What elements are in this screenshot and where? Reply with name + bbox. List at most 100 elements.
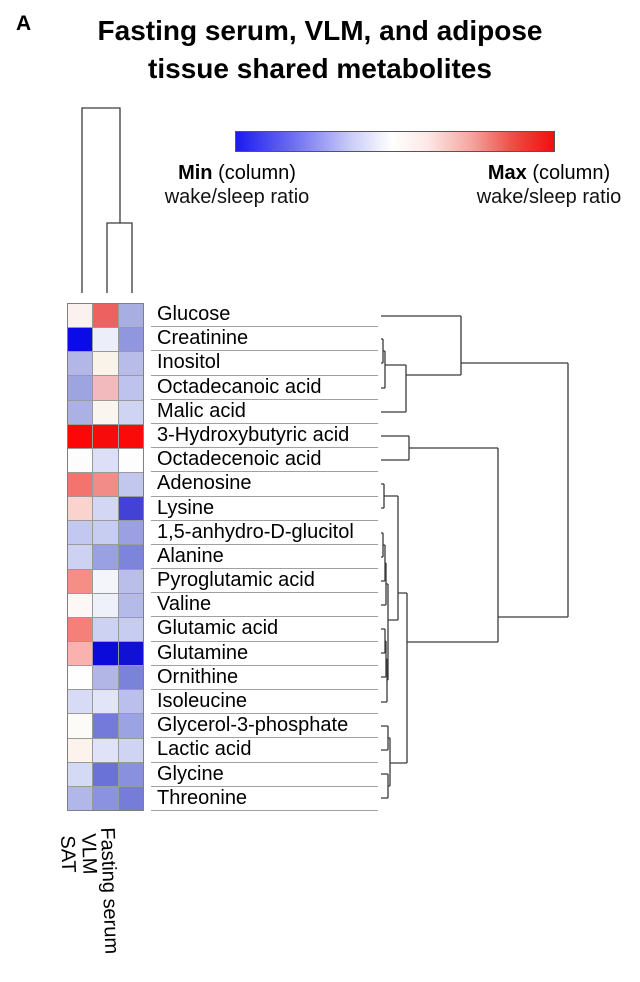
- heatmap-cell: [93, 472, 118, 497]
- heatmap-cell: [118, 352, 143, 376]
- heatmap-cell: [118, 714, 143, 738]
- heatmap-cell: [93, 714, 118, 738]
- heatmap-cell: [93, 497, 118, 521]
- heatmap-cell: [118, 400, 143, 424]
- heatmap-cell: [93, 545, 118, 569]
- figure-title-line1: Fasting serum, VLM, and adipose: [97, 15, 543, 46]
- row-label: Ornithine: [151, 666, 378, 690]
- heatmap-cell: [93, 593, 118, 617]
- heatmap-cell: [68, 593, 93, 617]
- legend-max-suffix: (column): [526, 162, 611, 184]
- heatmap-cell: [93, 400, 118, 424]
- legend-max-subtitle: wake/sleep ratio: [476, 186, 622, 208]
- heatmap-cell: [68, 328, 93, 352]
- heatmap-cell: [68, 666, 93, 690]
- heatmap-cell: [68, 690, 93, 714]
- heatmap-cell: [118, 569, 143, 593]
- row-label: Glutamic acid: [151, 617, 378, 642]
- heatmap-cell: [118, 545, 143, 569]
- row-label: Lactic acid: [151, 738, 378, 763]
- heatmap-cell: [118, 521, 143, 545]
- heatmap-cell: [93, 738, 118, 762]
- heatmap-cell: [93, 328, 118, 352]
- row-label: Inositol: [151, 351, 378, 376]
- heatmap-cell: [68, 448, 93, 472]
- heatmap-cell: [93, 352, 118, 376]
- row-label: 1,5-anhydro-D-glucitol: [151, 521, 378, 545]
- legend-max-title: Max (column): [464, 161, 634, 185]
- heatmap-cell: [93, 762, 118, 786]
- heatmap-cell: [118, 762, 143, 786]
- heatmap-cell: [68, 424, 93, 448]
- heatmap-cell: [93, 304, 118, 328]
- row-label: Creatinine: [151, 327, 378, 352]
- heatmap-cell: [68, 641, 93, 666]
- row-label: Adenosine: [151, 472, 378, 497]
- heatmap-cell: [68, 545, 93, 569]
- heatmap-cell: [68, 521, 93, 545]
- row-label: Octadecenoic acid: [151, 448, 378, 473]
- column-label-fasting-serum: Fasting serum: [96, 827, 123, 955]
- legend-min-title: Min (column): [152, 161, 322, 185]
- panel-letter: A: [16, 12, 32, 35]
- heatmap-cell: [68, 497, 93, 521]
- row-label: Glycine: [151, 763, 378, 787]
- heatmap-cell: [118, 617, 143, 641]
- heatmap-cell: [118, 328, 143, 352]
- row-label: Octadecanoic acid: [151, 376, 378, 400]
- row-label: 3-Hydroxybutyric acid: [151, 424, 378, 449]
- row-label: Glucose: [151, 303, 378, 328]
- heatmap-cell: [93, 786, 118, 810]
- heatmap-cell: [93, 448, 118, 472]
- row-label: Malic acid: [151, 400, 378, 424]
- heatmap-cell: [93, 617, 118, 641]
- legend-min-suffix: (column): [212, 162, 296, 184]
- heatmap-cell: [68, 569, 93, 593]
- row-label: Alanine: [151, 545, 378, 570]
- heatmap-cell: [68, 762, 93, 786]
- heatmap-cell: [93, 521, 118, 545]
- heatmap-cell: [118, 424, 143, 448]
- heatmap-cell: [93, 690, 118, 714]
- heatmap-cell: [118, 376, 143, 400]
- heatmap-cell: [68, 472, 93, 497]
- heatmap-cell: [118, 497, 143, 521]
- heatmap-cell: [68, 617, 93, 641]
- heatmap-cell: [93, 424, 118, 448]
- color-scale-bar: [235, 131, 555, 152]
- legend-max-bold: Max: [487, 162, 527, 184]
- legend-min-bold: Min: [178, 162, 213, 184]
- row-label: Threonine: [151, 787, 378, 811]
- row-label: Lysine: [151, 497, 378, 521]
- row-labels: Glucose Creatinine Inositol Octadecanoic ac…: [151, 303, 378, 811]
- heatmap-cell: [93, 666, 118, 690]
- figure-title-line2: tissue shared metabolites: [148, 53, 492, 84]
- heatmap-cell: [118, 786, 143, 810]
- legend-min-block: Min (column) wake/sleep ratio: [152, 161, 322, 209]
- heatmap-cell: [118, 448, 143, 472]
- legend-min-subtitle: wake/sleep ratio: [164, 186, 310, 208]
- heatmap-cell: [68, 304, 93, 328]
- legend-max-block: Max (column) wake/sleep ratio: [464, 161, 634, 209]
- row-label: Glycerol-3-phosphate: [151, 714, 378, 739]
- row-label: Glutamine: [151, 642, 378, 666]
- heatmap-cell: [68, 786, 93, 810]
- row-dendrogram: [381, 315, 569, 799]
- heatmap-cell: [93, 641, 118, 666]
- row-label: Valine: [151, 593, 378, 618]
- heatmap-cell: [118, 593, 143, 617]
- row-label: Isoleucine: [151, 690, 378, 715]
- heatmap: [67, 303, 144, 811]
- heatmap-cell: [68, 738, 93, 762]
- heatmap-cell: [68, 400, 93, 424]
- heatmap-cell: [118, 472, 143, 497]
- heatmap-cell: [68, 376, 93, 400]
- column-dendrogram: [81, 107, 133, 293]
- heatmap-cell: [93, 569, 118, 593]
- heatmap-cell: [118, 690, 143, 714]
- heatmap-cell: [118, 304, 143, 328]
- heatmap-cell: [93, 376, 118, 400]
- row-label: Pyroglutamic acid: [151, 569, 378, 594]
